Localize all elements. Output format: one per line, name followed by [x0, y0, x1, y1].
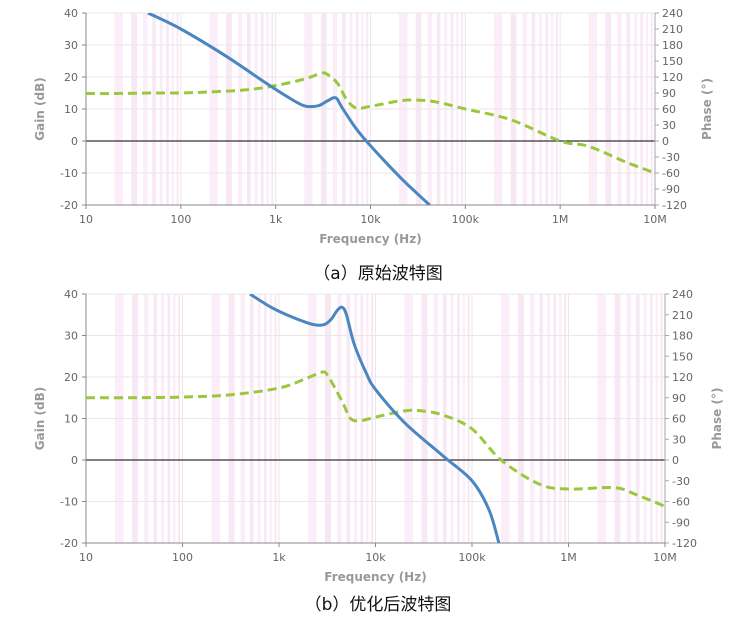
y2-tick-label: -30	[662, 151, 680, 164]
gain-series-line	[147, 13, 431, 205]
y2-tick-label: 150	[662, 55, 683, 68]
y-tick-label: -10	[60, 496, 78, 509]
y-axis-title: Gain (dB)	[33, 387, 47, 451]
y2-tick-label: -120	[672, 537, 697, 550]
y2-tick-label: -60	[662, 167, 680, 180]
y-tick-label: 0	[71, 454, 78, 467]
y-tick-label: 30	[64, 330, 78, 343]
x-tick-label: 100	[172, 551, 193, 564]
y2-tick-label: -90	[672, 516, 690, 529]
x-tick-label: 10k	[365, 551, 386, 564]
y-tick-label: 40	[64, 7, 78, 20]
x-tick-label: 100k	[458, 551, 486, 564]
y2-tick-label: 0	[672, 454, 679, 467]
y-axis-title: Gain (dB)	[33, 77, 47, 141]
x-tick-label: 1k	[269, 213, 283, 226]
x-axis-title: Frequency (Hz)	[319, 232, 421, 246]
y2-tick-label: 30	[672, 433, 686, 446]
y2-tick-label: 90	[662, 87, 676, 100]
y-tick-label: -20	[60, 537, 78, 550]
y-tick-label: 10	[64, 413, 78, 426]
x-tick-label: 1M	[560, 551, 577, 564]
y2-tick-label: 240	[662, 7, 683, 20]
x-tick-label: 1k	[272, 551, 286, 564]
x-axis-title: Frequency (Hz)	[324, 570, 426, 584]
y2-tick-label: 90	[672, 392, 686, 405]
gain-series-line	[249, 294, 501, 543]
y-tick-label: 20	[64, 71, 78, 84]
y2-tick-label: 120	[662, 71, 683, 84]
y-tick-label: -20	[60, 199, 78, 212]
y-tick-label: 30	[64, 39, 78, 52]
y2-tick-label: -60	[672, 496, 690, 509]
caption-a: （a）原始波特图	[313, 264, 443, 284]
y2-tick-label: 210	[662, 23, 683, 36]
y-tick-label: 20	[64, 371, 78, 384]
x-tick-label: 10M	[653, 551, 677, 564]
y2-tick-label: 0	[662, 135, 669, 148]
bode-plot-a: 403020100-10-202402101801501209060300-30…	[33, 7, 714, 246]
y2-tick-label: 120	[672, 371, 693, 384]
y2-tick-label: -30	[672, 475, 690, 488]
x-tick-label: 1M	[552, 213, 569, 226]
caption-b: （b）优化后波特图	[304, 595, 452, 615]
y2-axis-title: Phase (°)	[700, 78, 714, 140]
phase-series-line	[86, 71, 655, 175]
x-tick-label: 10	[79, 551, 93, 564]
y-tick-label: -10	[60, 167, 78, 180]
y-tick-label: 0	[71, 135, 78, 148]
bode-plot-b: 403020100-10-202402101801501209060300-30…	[33, 288, 724, 584]
y2-tick-label: 150	[672, 350, 693, 363]
y-tick-label: 40	[64, 288, 78, 301]
y2-tick-label: 180	[672, 330, 693, 343]
y2-tick-label: 30	[662, 119, 676, 132]
x-tick-label: 10M	[643, 213, 667, 226]
phase-series-line	[86, 370, 665, 508]
x-tick-label: 100k	[452, 213, 480, 226]
y2-axis-title: Phase (°)	[710, 388, 724, 450]
x-tick-label: 100	[170, 213, 191, 226]
y2-tick-label: 210	[672, 309, 693, 322]
y2-tick-label: -120	[662, 199, 687, 212]
y-tick-label: 10	[64, 103, 78, 116]
y2-tick-label: 60	[662, 103, 676, 116]
y2-tick-label: -90	[662, 183, 680, 196]
y2-tick-label: 240	[672, 288, 693, 301]
y2-tick-label: 180	[662, 39, 683, 52]
x-tick-label: 10k	[360, 213, 381, 226]
x-tick-label: 10	[79, 213, 93, 226]
y2-tick-label: 60	[672, 413, 686, 426]
